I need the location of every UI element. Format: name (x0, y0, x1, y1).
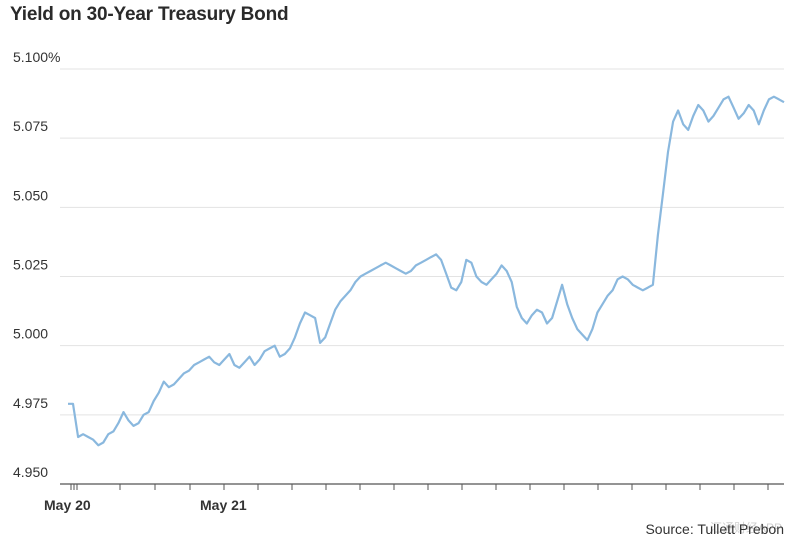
series-group (68, 95, 785, 447)
chart-title: Yield on 30-Year Treasury Bond (10, 4, 289, 25)
y-tick-label: 5.075 (13, 118, 48, 134)
y-tick-label: 5.025 (13, 257, 48, 273)
y-tick-label: 5.050 (13, 187, 48, 203)
x-axis-tick-labels: May 20 May 21 (44, 497, 247, 513)
y-tick-label: 4.975 (13, 395, 48, 411)
y-axis-ticks: 5.100% 5.075 5.050 5.025 5.000 4.975 4.950 (13, 49, 60, 480)
y-tick-label: 5.100% (13, 49, 60, 65)
y-tick-label: 5.000 (13, 326, 48, 342)
watermark: 汇通财经APP (709, 521, 782, 535)
x-tick-label: May 21 (200, 497, 247, 513)
x-tick-label: May 20 (44, 497, 91, 513)
y-tick-label: 4.950 (13, 464, 48, 480)
source-note: Source: Tullett Prebon (645, 521, 784, 537)
gridlines (60, 68, 784, 416)
x-axis (60, 483, 784, 490)
series-line (68, 95, 785, 447)
